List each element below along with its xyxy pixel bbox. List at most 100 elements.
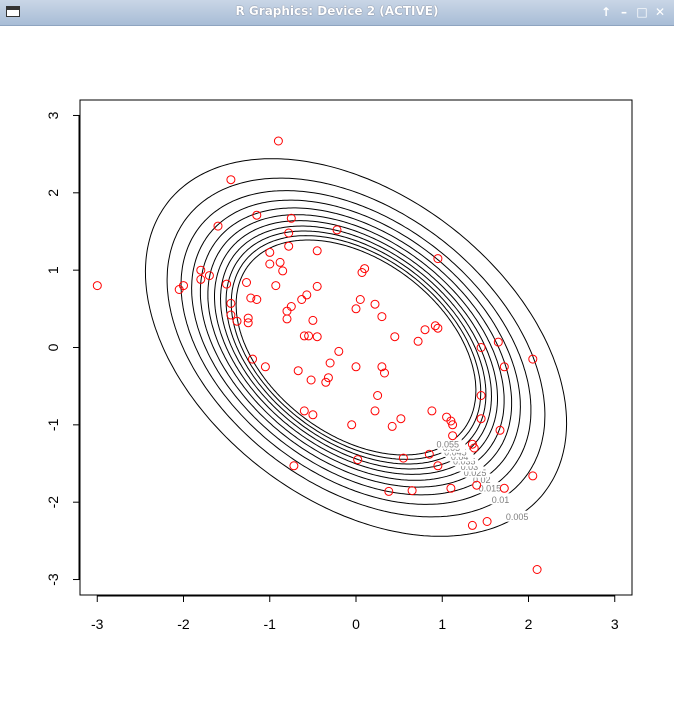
- data-point: [413, 336, 423, 346]
- window-menu-icon[interactable]: [6, 6, 20, 17]
- data-point: [380, 368, 389, 378]
- contour-label: 0.055: [436, 439, 459, 449]
- data-point: [196, 265, 206, 275]
- data-point: [433, 323, 443, 333]
- data-point: [467, 520, 477, 530]
- contour-line: [214, 220, 498, 475]
- contour-label: 0.03: [461, 462, 479, 472]
- contour-label-bg: [433, 437, 462, 449]
- y-tick-label: -1: [45, 418, 61, 431]
- contour-label-bg: [503, 510, 532, 522]
- data-point: [398, 453, 408, 463]
- y-tick-label: -2: [45, 496, 61, 509]
- y-tick-label: 2: [45, 189, 61, 197]
- contour-line: [235, 239, 477, 456]
- data-point: [308, 410, 318, 420]
- data-point: [495, 425, 505, 435]
- data-point: [248, 354, 257, 364]
- data-point: [312, 281, 322, 291]
- plot-area: 0.0050.010.0150.020.0250.030.0350.040.04…: [0, 27, 674, 698]
- contour-label-bg: [467, 473, 496, 485]
- y-tick-label: 0: [45, 343, 61, 351]
- data-point: [430, 321, 440, 331]
- y-tick-label: 3: [45, 111, 61, 119]
- y-tick-label: 1: [45, 266, 61, 274]
- contour-line: [144, 158, 568, 537]
- data-point: [351, 362, 361, 372]
- contour-label: 0.025: [464, 468, 487, 478]
- data-point: [446, 483, 456, 493]
- data-point: [370, 299, 380, 309]
- data-point: [469, 443, 479, 453]
- data-point: [275, 257, 285, 267]
- data-point: [213, 221, 223, 231]
- contour-line: [180, 190, 532, 505]
- data-point: [226, 310, 236, 320]
- data-point: [476, 414, 486, 424]
- data-point: [271, 281, 281, 291]
- data-point: [321, 377, 331, 387]
- close-icon[interactable]: ✕: [654, 5, 666, 19]
- data-point: [353, 455, 363, 465]
- data-point: [499, 362, 509, 372]
- x-tick-label: -2: [177, 616, 190, 632]
- data-point: [196, 274, 206, 284]
- data-point: [265, 247, 275, 257]
- data-point: [390, 332, 400, 342]
- data-point: [306, 375, 316, 385]
- data-point: [226, 175, 236, 185]
- minimize-icon[interactable]: –: [621, 5, 627, 19]
- data-point: [493, 337, 503, 347]
- data-point: [476, 391, 486, 400]
- x-tick-label: 3: [611, 616, 619, 632]
- data-point: [360, 264, 370, 274]
- data-point: [373, 391, 383, 400]
- data-point: [204, 271, 214, 281]
- contour-labels: 0.0050.010.0150.020.0250.030.0350.040.04…: [433, 437, 532, 522]
- data-point: [433, 254, 443, 264]
- data-point: [252, 295, 262, 304]
- data-point: [325, 358, 335, 368]
- data-point: [226, 298, 236, 308]
- data-point: [476, 343, 486, 352]
- contour-line: [199, 207, 513, 488]
- data-point: [222, 279, 232, 289]
- data-point: [284, 228, 294, 238]
- contour-lines: [144, 158, 568, 537]
- data-point: [499, 483, 509, 493]
- data-point: [243, 318, 253, 328]
- data-point: [472, 480, 482, 490]
- data-point: [424, 449, 434, 459]
- maximize-icon[interactable]: □: [636, 5, 648, 19]
- data-point: [282, 306, 292, 316]
- data-point: [302, 290, 312, 300]
- data-point: [387, 421, 397, 431]
- contour-label: 0.02: [473, 475, 491, 485]
- x-axis: -3 -2 -1 0 1 2 3: [91, 595, 619, 632]
- data-point: [297, 295, 307, 304]
- data-point: [232, 316, 242, 326]
- data-point: [282, 314, 292, 324]
- data-point: [299, 406, 309, 416]
- raise-window-icon[interactable]: ↑: [600, 5, 612, 19]
- contour-scatter-chart: 0.0050.010.0150.020.0250.030.0350.040.04…: [45, 99, 633, 632]
- data-point: [448, 431, 458, 441]
- data-point: [284, 241, 294, 251]
- data-point: [174, 285, 184, 294]
- data-point: [407, 486, 417, 496]
- x-tick-label: 2: [525, 616, 533, 632]
- contour-line: [230, 235, 482, 460]
- contour-line: [166, 177, 546, 518]
- data-point: [355, 295, 365, 304]
- contour-label-bg: [461, 466, 490, 478]
- contour-label: 0.035: [453, 457, 476, 467]
- window-titlebar[interactable]: R Graphics: Device 2 (ACTIVE) ↑ – □ ✕: [0, 0, 674, 26]
- data-point: [312, 332, 322, 342]
- y-axis: -3 -2 -1 0 1 2 3: [45, 111, 80, 586]
- data-point: [246, 293, 256, 303]
- data-point: [347, 420, 357, 430]
- contour-line: [225, 230, 487, 465]
- data-point: [312, 246, 322, 256]
- data-point: [427, 406, 437, 416]
- data-points: [92, 136, 542, 574]
